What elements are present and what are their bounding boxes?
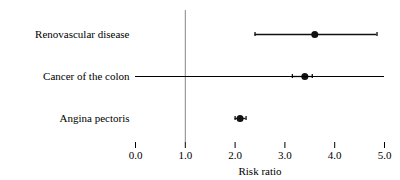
svg-text:0.0: 0.0 <box>129 149 143 161</box>
svg-text:Renovascular disease: Renovascular disease <box>35 28 129 40</box>
svg-text:Risk ratio: Risk ratio <box>238 165 282 177</box>
svg-text:Cancer of the colon: Cancer of the colon <box>43 70 130 82</box>
svg-text:3.0: 3.0 <box>278 149 292 161</box>
svg-text:1.0: 1.0 <box>178 149 192 161</box>
svg-text:5.0: 5.0 <box>378 149 392 161</box>
svg-text:Angina pectoris: Angina pectoris <box>60 112 130 124</box>
svg-text:2.0: 2.0 <box>228 149 242 161</box>
svg-text:4.0: 4.0 <box>328 149 342 161</box>
